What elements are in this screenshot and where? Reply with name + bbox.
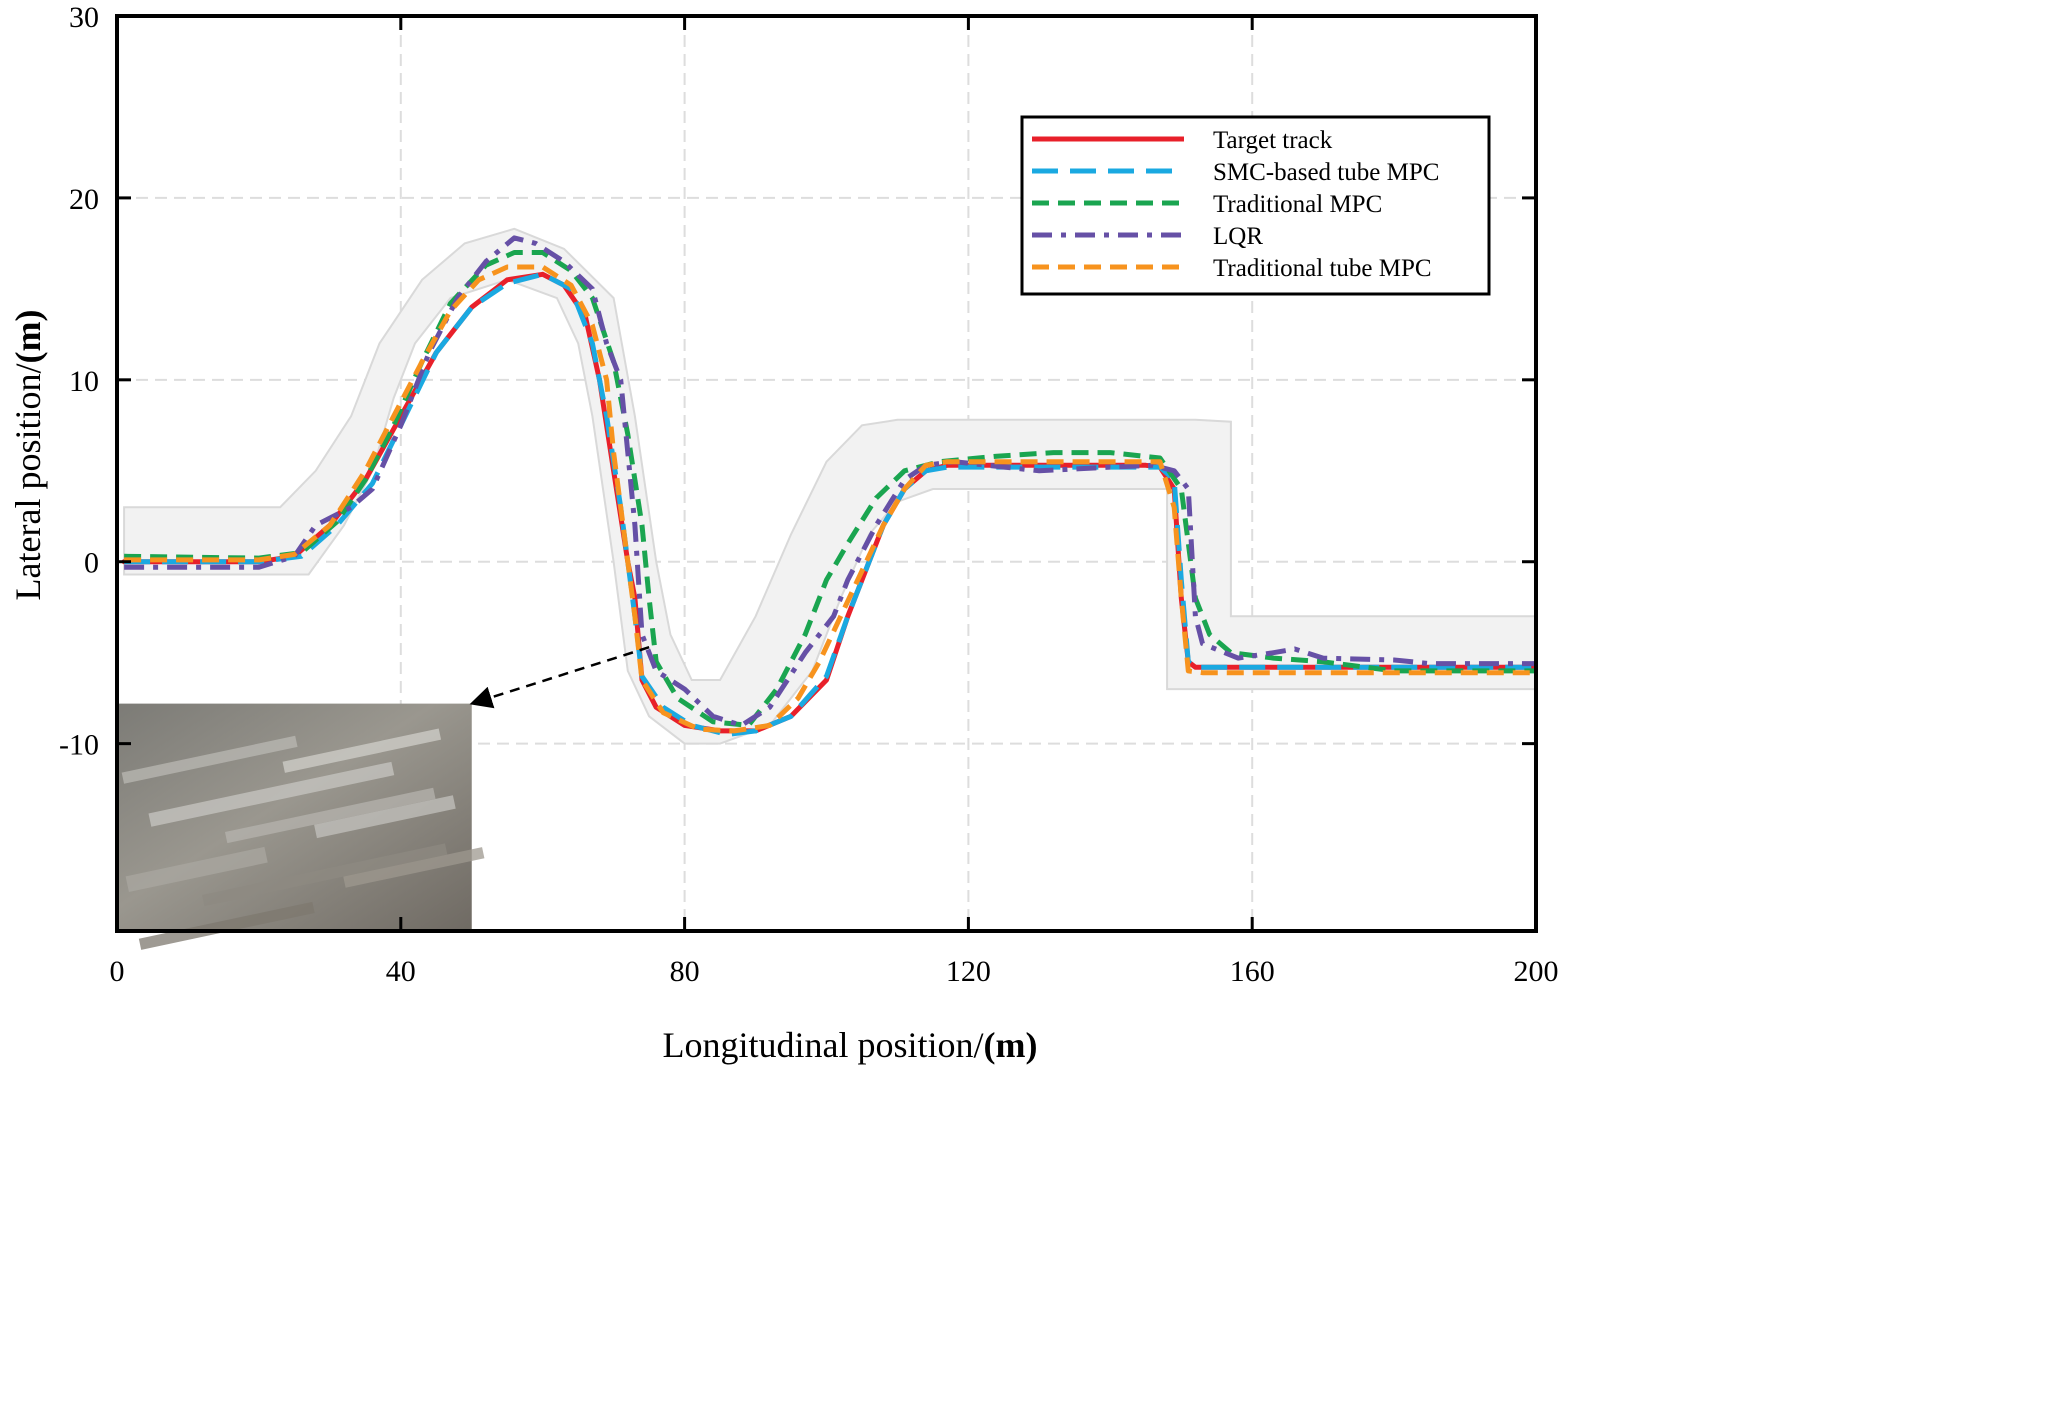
x-tick-label-0: 0 — [110, 955, 125, 988]
y-tick-label-2: 10 — [69, 365, 99, 398]
inset-photo-streak-3 — [125, 846, 268, 892]
legend-label-4: Traditional tube MPC — [1213, 255, 1432, 282]
legend: Target track SMC-based tube MPC Traditiona… — [1020, 115, 1491, 296]
legend-label-2: Traditional MPC — [1213, 191, 1382, 218]
inset-photo-streak-5 — [202, 843, 448, 907]
series-line-3 — [124, 235, 1536, 728]
series-line-4 — [124, 264, 1536, 734]
legend-label-3: LQR — [1213, 223, 1263, 250]
inset-photo-streak-6 — [314, 795, 456, 839]
y-tick-label-0: -10 — [59, 729, 99, 762]
x-axis-label: Longitudinal position/(m) — [663, 1025, 1038, 1065]
inset-photo-streak-2 — [224, 787, 436, 844]
y-tick-label-1: 0 — [84, 547, 99, 580]
annotation-arrow — [469, 646, 650, 709]
axis-ticks — [115, 14, 1538, 931]
y-tick-label-4: 30 — [69, 1, 99, 34]
x-tick-label-5: 200 — [1514, 955, 1559, 988]
trajectory-chart: 0 40 80 120 160 200 -10 0 10 20 30 Longitudinal po… — [8, 1, 1559, 1065]
legend-label-0: Target track — [1213, 127, 1333, 154]
axis-tick-labels: 0 40 80 120 160 200 -10 0 10 20 30 — [59, 1, 1559, 988]
x-tick-label-4: 160 — [1230, 955, 1275, 988]
series-lines — [121, 235, 1536, 737]
inset-photo-streak-4 — [282, 728, 442, 773]
plot-frame — [115, 14, 1538, 933]
legend-label-1: SMC-based tube MPC — [1213, 159, 1439, 186]
inset-photo-streak-1 — [148, 761, 395, 827]
x-tick-label-3: 120 — [946, 955, 991, 988]
series-line-1 — [124, 271, 1536, 737]
inset-road-photo — [117, 703, 485, 950]
inset-photo-streak-7 — [138, 901, 315, 950]
inset-photo-streak-0 — [121, 735, 298, 784]
x-tick-label-2: 80 — [670, 955, 700, 988]
y-axis-label: Lateral position/(m) — [8, 310, 48, 601]
inset-photo-streak-8 — [343, 847, 485, 888]
x-tick-label-1: 40 — [386, 955, 416, 988]
y-tick-label-3: 20 — [69, 183, 99, 216]
